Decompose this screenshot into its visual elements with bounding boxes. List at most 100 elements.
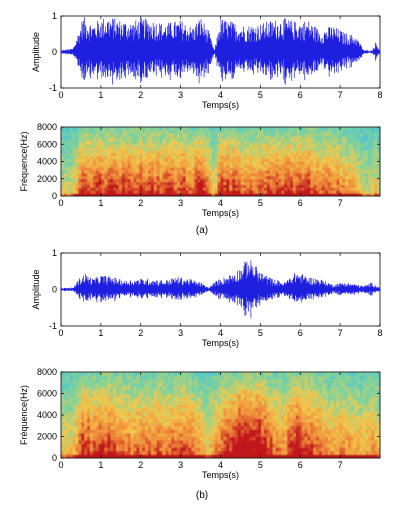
a-spectrogram-cell	[345, 190, 348, 193]
b-spectrogram-cell	[122, 376, 125, 380]
a-spectrogram-cell	[351, 185, 354, 188]
a-spectrogram-cell	[337, 179, 340, 182]
a-spectrogram-cell	[171, 185, 174, 188]
b-spectrogram-cell	[255, 394, 258, 398]
b-spectrogram-cell	[250, 383, 253, 387]
a-spectrogram-cell	[113, 139, 116, 142]
a-spectrogram-cell	[342, 153, 345, 156]
a-spectrogram-cell	[308, 147, 311, 150]
b-spectrogram-cell	[160, 386, 163, 390]
b-spectrogram-cell	[113, 422, 116, 426]
a-spectrogram-cell	[287, 144, 290, 147]
a-spectrogram-cell	[267, 150, 270, 153]
a-spectrogram-cell	[90, 144, 93, 147]
b-spectrogram-cell	[119, 426, 122, 430]
a-spectrogram-cell	[305, 190, 308, 193]
b-spectrogram-cell	[113, 408, 116, 412]
b-spectrogram-cell	[226, 372, 229, 376]
b-spectrogram-cell	[131, 383, 134, 387]
b-spectrogram-cell	[235, 415, 238, 419]
a-spectrogram-cell	[78, 150, 81, 153]
a-spectrogram-cell	[142, 133, 145, 136]
b-spectrogram-cell	[125, 404, 128, 408]
a-spectrogram-cell	[342, 167, 345, 170]
a-spectrogram-cell	[339, 162, 342, 165]
a-spectrogram-cell	[371, 187, 374, 190]
b-spectrogram-cell	[154, 376, 157, 380]
b-spectrogram-cell	[229, 437, 232, 441]
b-spectrogram-cell	[212, 451, 215, 455]
a-spectrogram-ytick-label: 6000	[37, 139, 57, 149]
b-spectrogram-cell	[148, 383, 151, 387]
a-spectrogram-cell	[241, 162, 244, 165]
a-spectrogram-cell	[241, 127, 244, 130]
a-spectrogram-cell	[337, 144, 340, 147]
a-spectrogram-cell	[244, 130, 247, 133]
a-spectrogram-cell	[226, 179, 229, 182]
b-spectrogram-cell	[102, 444, 105, 448]
a-spectrogram-cell	[70, 153, 73, 156]
b-spectrogram-cell	[177, 440, 180, 444]
b-spectrogram-cell	[252, 419, 255, 423]
b-spectrogram-cell	[252, 401, 255, 405]
a-spectrogram-cell	[360, 139, 363, 142]
b-spectrogram-cell	[102, 390, 105, 394]
b-spectrogram-cell	[131, 376, 134, 380]
b-spectrogram-cell	[255, 419, 258, 423]
a-spectrogram-cell	[226, 139, 229, 142]
b-spectrogram-cell	[142, 440, 145, 444]
a-spectrogram-cell	[154, 130, 157, 133]
b-spectrogram-cell	[174, 411, 177, 415]
a-spectrogram-cell	[244, 185, 247, 188]
a-spectrogram-cell	[212, 136, 215, 139]
b-spectrogram-cell	[134, 394, 137, 398]
b-spectrogram-cell	[157, 376, 160, 380]
b-spectrogram-cell	[194, 419, 197, 423]
a-spectrogram-cell	[290, 150, 293, 153]
a-spectrogram-cell	[264, 185, 267, 188]
b-spectrogram-cell	[328, 394, 331, 398]
a-spectrogram-cell	[218, 139, 221, 142]
a-spectrogram-cell	[229, 141, 232, 144]
b-spectrogram-cell	[238, 415, 241, 419]
a-spectrogram-cell	[252, 133, 255, 136]
a-spectrogram-cell	[235, 185, 238, 188]
a-spectrogram-cell	[102, 170, 105, 173]
a-spectrogram-cell	[328, 156, 331, 159]
b-spectrogram-cell	[131, 401, 134, 405]
a-spectrogram-cell	[215, 173, 218, 176]
a-spectrogram-cell	[61, 164, 64, 167]
a-spectrogram-cell	[322, 130, 325, 133]
a-spectrogram-cell	[354, 139, 357, 142]
b-spectrogram-cell	[322, 429, 325, 433]
b-spectrogram-cell	[229, 444, 232, 448]
a-spectrogram-cell	[90, 139, 93, 142]
b-spectrogram-cell	[96, 415, 99, 419]
b-spectrogram-cell	[247, 383, 250, 387]
a-spectrogram-cell	[328, 162, 331, 165]
a-spectrogram-cell	[345, 164, 348, 167]
a-spectrogram-cell	[180, 150, 183, 153]
b-spectrogram-cell	[154, 440, 157, 444]
a-spectrogram-cell	[105, 139, 108, 142]
a-spectrogram-cell	[238, 185, 241, 188]
b-spectrogram-cell	[189, 390, 192, 394]
b-spectrogram-cell	[189, 422, 192, 426]
b-spectrogram-cell	[221, 415, 224, 419]
a-spectrogram-cell	[90, 141, 93, 144]
a-spectrogram-cell	[351, 147, 354, 150]
b-spectrogram-cell	[116, 401, 119, 405]
b-spectrogram-cell	[273, 408, 276, 412]
b-spectrogram-cell	[221, 383, 224, 387]
b-spectrogram-cell	[255, 372, 258, 376]
a-spectrogram-cell	[142, 173, 145, 176]
a-spectrogram-cell	[308, 150, 311, 153]
a-spectrogram-cell	[99, 190, 102, 193]
b-spectrogram-cell	[107, 390, 110, 394]
a-spectrogram-cell	[345, 130, 348, 133]
a-spectrogram-cell	[226, 130, 229, 133]
a-spectrogram-cell	[316, 139, 319, 142]
a-spectrogram-cell	[119, 162, 122, 165]
b-spectrogram-cell	[113, 376, 116, 380]
a-spectrogram-cell	[139, 139, 142, 142]
